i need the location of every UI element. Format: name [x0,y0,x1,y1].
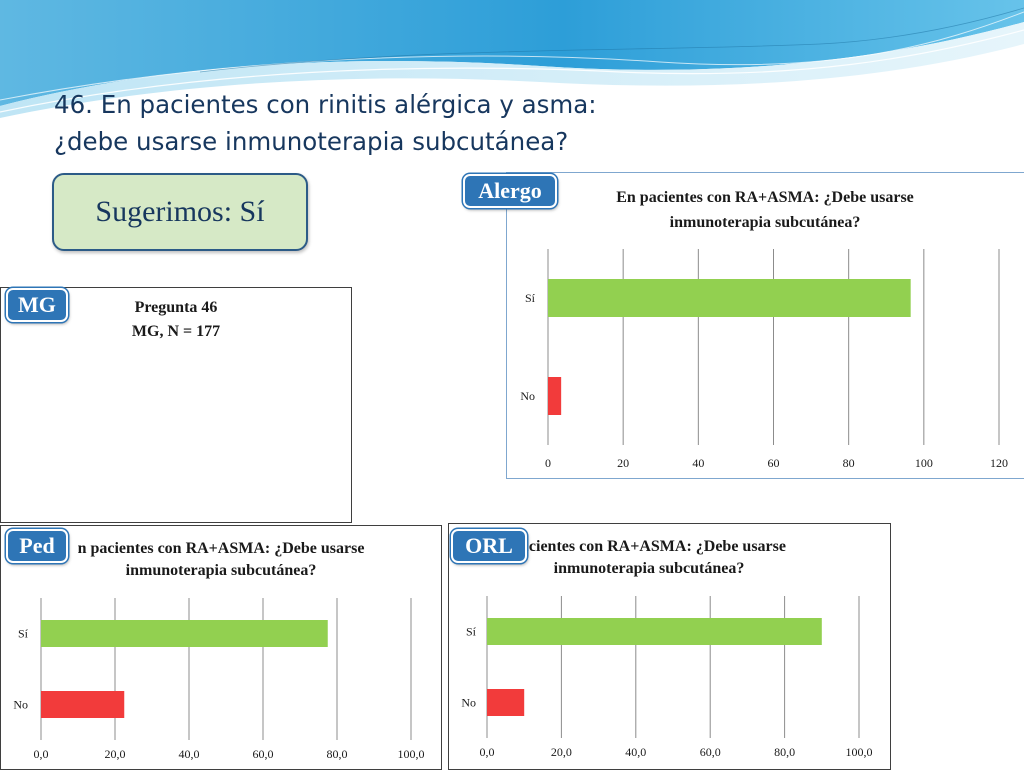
bar-yes [548,279,911,317]
x-tick-label: 80,0 [774,745,795,759]
x-tick-label: 20 [617,456,629,470]
y-category-label: No [461,696,476,710]
chart-panel-ped: n pacientes con RA+ASMA: ¿Debe usarse inm… [0,525,442,770]
y-category-label: Sí [466,625,477,639]
chart-ped: n pacientes con RA+ASMA: ¿Debe usarse inm… [13,540,425,761]
y-category-label: No [13,698,28,712]
chart-title-line: inmunoterapia subcutánea? [670,214,861,231]
x-tick-label: 100,0 [398,747,425,761]
slide-title-line-1: 46. En pacientes con rinitis alérgica y … [54,90,597,119]
chart-title-line: En pacientes con RA+ASMA: ¿Debe usarse [616,189,914,206]
badge-ped: Ped [6,529,68,563]
x-tick-label: 0,0 [34,747,49,761]
x-tick-label: 40,0 [625,745,646,759]
bar-no [548,377,562,415]
x-tick-label: 100 [915,456,933,470]
bar-yes [487,618,822,645]
slide-title-line-2: ¿debe usarse inmunoterapia subcutánea? [54,127,569,156]
x-tick-label: 0,0 [480,745,495,759]
y-category-label: No [520,389,535,403]
x-tick-label: 60 [768,456,780,470]
chart-panel-orl: pacientes con RA+ASMA: ¿Debe usarse inmun… [448,523,891,770]
x-tick-label: 120 [990,456,1008,470]
x-tick-label: 60,0 [700,745,721,759]
x-tick-label: 20,0 [105,747,126,761]
x-tick-label: 80 [843,456,855,470]
chart-title-line: inmunoterapia subcutánea? [126,562,317,579]
chart-orl: pacientes con RA+ASMA: ¿Debe usarse inmun… [461,538,873,759]
x-tick-label: 60,0 [253,747,274,761]
slide-title: 46. En pacientes con rinitis alérgica y … [54,86,597,160]
chart-title-line: MG, N = 177 [132,323,220,340]
badge-mg: MG [6,288,68,322]
chart-title-line: n pacientes con RA+ASMA: ¿Debe usarse [78,540,365,557]
badge-alergo: Alergo [463,174,557,208]
badge-orl: ORL [451,529,527,563]
x-tick-label: 40,0 [179,747,200,761]
chart-title-line: inmunoterapia subcutánea? [554,560,745,577]
x-tick-label: 80,0 [327,747,348,761]
chart-alergo: En pacientes con RA+ASMA: ¿Debe usarse in… [520,189,1008,470]
bar-no [487,689,525,716]
x-tick-label: 20,0 [551,745,572,759]
y-category-label: Sí [525,291,536,305]
x-tick-label: 0 [545,456,551,470]
bar-no [41,691,125,718]
chart-title-line: pacientes con RA+ASMA: ¿Debe usarse [512,538,786,555]
header-wave-decoration [0,0,1024,118]
bar-yes [41,620,328,647]
chart-title-line: Pregunta 46 [135,299,218,316]
x-tick-label: 100,0 [846,745,873,759]
y-category-label: Sí [18,627,29,641]
suggestion-box: Sugerimos: Sí [52,173,308,251]
x-tick-label: 40 [692,456,704,470]
chart-panel-alergo: En pacientes con RA+ASMA: ¿Debe usarse in… [506,172,1024,479]
